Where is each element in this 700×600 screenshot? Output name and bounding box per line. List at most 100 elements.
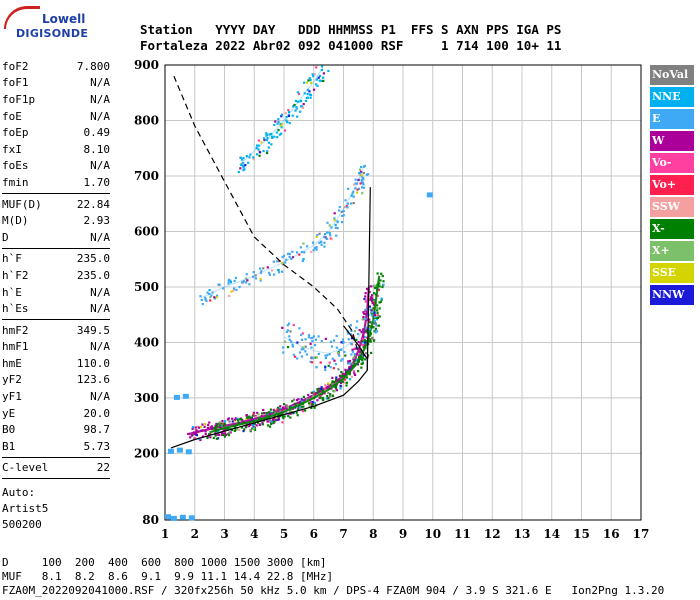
trace-point	[318, 241, 321, 244]
param-row: foEs N/A	[2, 158, 110, 175]
trace-point	[351, 192, 354, 195]
trace-point	[282, 351, 285, 354]
trace-point	[356, 182, 359, 185]
trace-point	[201, 302, 204, 306]
trace-point	[209, 436, 212, 439]
legend-item: SSW	[650, 197, 694, 217]
trace-point	[256, 421, 260, 424]
trace-point	[311, 241, 315, 244]
trace-point	[258, 416, 261, 419]
trace-point	[292, 353, 295, 356]
trace-point	[355, 338, 358, 342]
trace-point	[288, 252, 291, 256]
trace-point	[223, 422, 226, 425]
param-value: N/A	[90, 230, 110, 244]
trace-point	[376, 294, 379, 297]
trace-point	[314, 338, 317, 341]
trace-point	[333, 212, 336, 215]
trace-point	[328, 361, 331, 364]
trace-point	[321, 390, 324, 393]
trace-point	[251, 427, 254, 430]
trace-point	[316, 399, 319, 402]
trace-point	[354, 354, 357, 357]
trace-point	[339, 384, 342, 387]
trace-point	[323, 245, 326, 248]
trace-point	[358, 353, 361, 357]
trace-point	[253, 428, 257, 431]
trace-point	[230, 290, 233, 293]
trace-point	[277, 406, 280, 409]
trace-point	[233, 287, 236, 290]
trace-point	[338, 348, 341, 351]
trace-point	[336, 220, 339, 223]
param-value: N/A	[90, 109, 110, 123]
trace-point	[261, 423, 264, 426]
trace-point	[342, 214, 345, 217]
trace-point	[244, 277, 248, 280]
trace-point	[367, 329, 371, 332]
trace-point	[304, 350, 307, 353]
trace-point	[372, 339, 376, 342]
trace-point	[320, 65, 324, 68]
param-value: 110.0	[76, 356, 110, 370]
trace-point	[357, 370, 360, 373]
param-name: yF2	[2, 373, 22, 387]
trace-point	[322, 76, 325, 79]
trace-point	[376, 314, 379, 317]
trace-point	[270, 135, 274, 138]
trace-point	[301, 346, 304, 349]
x-tick-label: 1	[161, 527, 169, 541]
trace-point	[258, 154, 261, 157]
trace-point	[301, 106, 305, 110]
trace-point	[370, 294, 374, 297]
param-separator	[2, 456, 110, 458]
trace-point	[380, 272, 383, 275]
trace-point	[284, 112, 287, 115]
trace-point	[227, 432, 230, 435]
trace-point	[303, 251, 306, 254]
param-name: h`F	[2, 252, 22, 266]
trace-point	[372, 292, 376, 295]
trace-point	[361, 192, 364, 195]
trace-point	[302, 405, 305, 408]
trace-point	[252, 158, 255, 161]
trace-point	[248, 415, 251, 418]
trace-point	[289, 405, 292, 409]
trace-point	[240, 162, 243, 165]
trace-point	[329, 393, 332, 396]
trace-point	[342, 340, 345, 344]
trace-point	[372, 307, 375, 310]
trace-point	[360, 170, 363, 173]
trace-point	[229, 431, 232, 434]
trace-point	[219, 424, 222, 428]
trace-point	[316, 388, 319, 391]
trace-point	[372, 326, 375, 329]
trace-point	[361, 318, 364, 321]
trace-point	[358, 329, 361, 332]
trace-point	[268, 273, 272, 276]
trace-point	[359, 352, 362, 355]
trace-point	[231, 420, 234, 423]
trace-point	[317, 352, 320, 356]
trace-point	[331, 383, 334, 386]
trace-point	[245, 155, 248, 158]
trace-point	[281, 421, 284, 424]
trace-point	[375, 330, 379, 333]
x-tick-label: 16	[603, 527, 620, 541]
trace-point	[375, 318, 378, 321]
trace-point	[327, 382, 330, 385]
trace-point	[339, 387, 342, 390]
trace-point	[279, 410, 282, 413]
param-value: 22	[96, 461, 110, 475]
trace-point	[228, 431, 231, 434]
trace-point	[311, 404, 314, 407]
trace-point	[199, 438, 202, 442]
param-row: foF1 N/A	[2, 75, 110, 92]
trace-point	[316, 84, 319, 88]
trace-point	[270, 422, 273, 425]
trace-point	[374, 323, 377, 326]
trace-point	[365, 287, 369, 291]
trace-point	[238, 428, 241, 431]
muf-row: MUF 8.1 8.2 8.6 9.1 9.9 11.1 14.4 22.8 […	[2, 570, 334, 583]
trace-point	[362, 183, 365, 186]
